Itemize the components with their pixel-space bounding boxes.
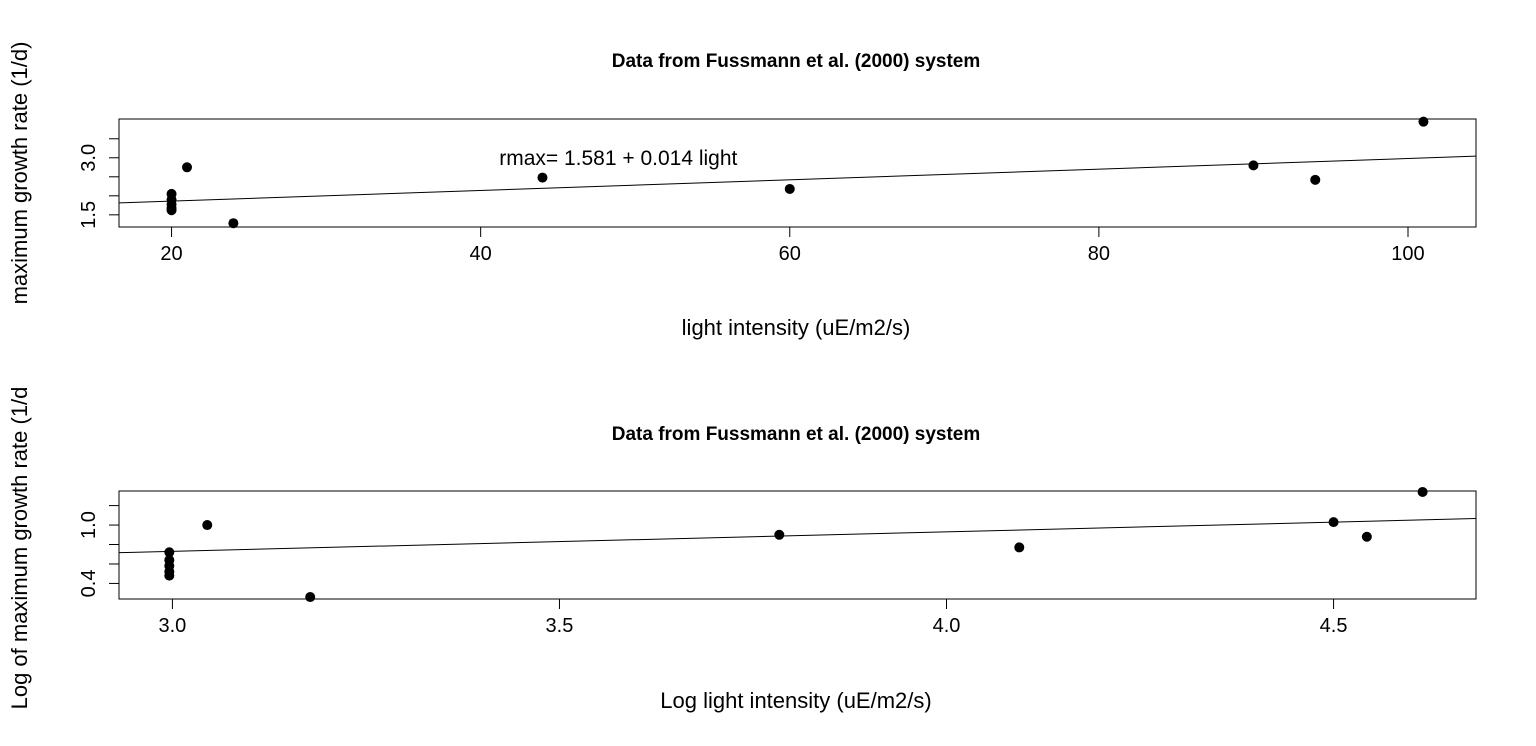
- chart-2-y-axis-label: Log of maximum growth rate (1/d: [7, 387, 32, 710]
- chart-1-points: [166, 116, 1429, 229]
- chart-1-y-axis-label: maximum growth rate (1/d): [7, 42, 32, 305]
- y-tick-label: 0.4: [78, 570, 100, 598]
- chart-2-title: Data from Fussmann et al. (2000) system: [612, 424, 981, 445]
- data-point: [1418, 116, 1429, 127]
- data-point: [774, 529, 785, 540]
- chart-2-points: [164, 486, 1428, 603]
- data-point: [1310, 174, 1321, 185]
- chart-1-fit-line-group: [118, 155, 1477, 204]
- data-point: [784, 183, 795, 194]
- x-tick-label: 40: [470, 243, 492, 265]
- data-point: [1361, 531, 1372, 542]
- chart-1-annotation: rmax= 1.581 + 0.014 light: [499, 147, 737, 170]
- y-tick-label: 3.0: [78, 144, 100, 172]
- x-tick-label: 4.0: [933, 615, 961, 637]
- chart-2-x-axis-label: Log light intensity (uE/m2/s): [660, 688, 931, 713]
- x-tick-label: 80: [1088, 243, 1110, 265]
- x-tick-label: 3.0: [159, 615, 187, 637]
- x-tick-label: 3.5: [546, 615, 574, 637]
- fit-line: [118, 518, 1477, 554]
- chart-1-plot-frame: [118, 118, 1477, 228]
- data-point: [1417, 486, 1428, 497]
- chart-2-fit-line-group: [118, 518, 1477, 554]
- data-point: [1328, 517, 1339, 528]
- chart-2-y-axis: 0.4 1.0: [78, 505, 120, 598]
- chart-1-x-axis: 20 40 60 80 100: [160, 226, 1425, 265]
- data-point: [164, 547, 175, 558]
- chart-2-x-axis: 3.0 3.5 4.0 4.5: [159, 598, 1348, 637]
- data-point: [537, 172, 548, 183]
- chart-1-x-axis-label: light intensity (uE/m2/s): [682, 315, 911, 340]
- x-tick-label: 60: [779, 243, 801, 265]
- data-point: [228, 218, 239, 229]
- x-tick-label: 20: [160, 243, 182, 265]
- data-point: [1014, 542, 1025, 553]
- data-point: [164, 555, 175, 566]
- data-point: [305, 592, 316, 603]
- x-tick-label: 4.5: [1320, 615, 1348, 637]
- data-point: [166, 188, 177, 199]
- x-tick-label: 100: [1391, 243, 1424, 265]
- chart-1-y-axis: 1.5 3.0: [78, 138, 120, 229]
- y-tick-label: 1.0: [78, 511, 100, 539]
- fit-line: [118, 155, 1477, 204]
- data-point: [1248, 160, 1259, 171]
- chart-1-title: Data from Fussmann et al. (2000) system: [612, 51, 981, 72]
- chart-2-plot-frame: [118, 490, 1477, 600]
- chart-panel-2: Data from Fussmann et al. (2000) system …: [7, 387, 1477, 713]
- y-tick-label: 1.5: [78, 201, 100, 229]
- data-point: [182, 162, 193, 173]
- data-point: [202, 520, 213, 531]
- chart-panel-1: Data from Fussmann et al. (2000) system …: [7, 42, 1477, 340]
